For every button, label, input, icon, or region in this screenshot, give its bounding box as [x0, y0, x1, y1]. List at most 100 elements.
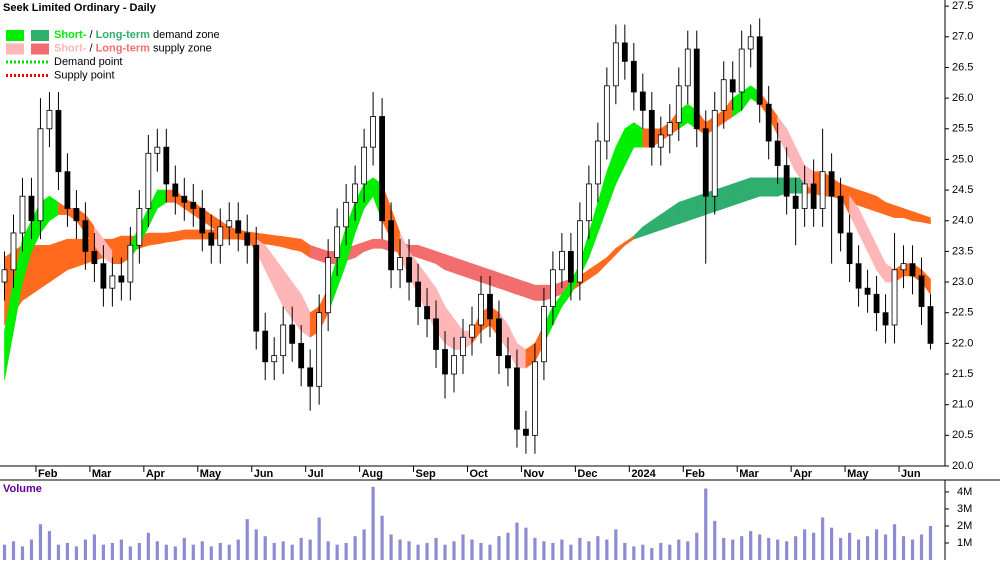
volume-bar: [254, 529, 258, 560]
volume-bar: [758, 534, 762, 560]
long-zone: [498, 272, 509, 292]
volume-bar: [74, 546, 79, 560]
long-zone: [489, 269, 500, 289]
legend-swatch: [31, 30, 49, 41]
volume-bar: [425, 542, 429, 560]
y-tick-label: 3M: [957, 503, 972, 515]
y-tick-label: 21.5: [952, 368, 973, 380]
long-zone: [31, 244, 41, 295]
candle-body: [855, 263, 862, 289]
y-tick-label: 23.5: [952, 245, 973, 257]
legend-text: Short-: [54, 42, 87, 54]
y-tick-label: 25.0: [952, 153, 973, 165]
long-zone: [58, 238, 68, 277]
long-zone: [885, 201, 895, 219]
volume-bar: [650, 548, 654, 560]
long-zone: [40, 244, 50, 289]
candle-body: [397, 257, 403, 271]
candle-body: [837, 195, 844, 234]
candle-body: [657, 134, 664, 148]
legend-label: Short- / Long-term supply zone: [54, 42, 212, 54]
candle-body: [594, 140, 601, 185]
volume-bar: [47, 531, 52, 560]
candle-body: [154, 146, 161, 154]
candle-body: [217, 226, 224, 246]
volume-bar: [560, 539, 564, 560]
candle-body: [693, 48, 700, 130]
candle-body: [451, 355, 457, 375]
volume-bar: [218, 542, 222, 560]
x-tick-label: Jun: [901, 468, 921, 480]
volume-bar: [335, 544, 339, 560]
volume-bar: [146, 532, 150, 560]
y-tick-label: 24.5: [952, 184, 973, 196]
volume-bar: [551, 542, 555, 560]
legend-text: demand zone: [150, 29, 220, 41]
candle-body: [343, 201, 350, 228]
volume-bar: [101, 544, 105, 560]
long-zone: [525, 281, 536, 301]
candle-body: [801, 183, 808, 209]
y-tick-label: 27.5: [952, 0, 973, 12]
volume-bar: [821, 517, 825, 560]
volume-bar: [632, 546, 636, 560]
volume-bar: [182, 537, 186, 560]
candle-body: [244, 232, 251, 246]
long-zone: [264, 233, 275, 246]
x-tick-label: Apr: [793, 468, 813, 480]
long-zone: [282, 236, 293, 250]
volume-bar: [883, 534, 888, 560]
volume-bar: [731, 539, 735, 560]
volume-bar: [713, 520, 717, 560]
candle-body: [711, 109, 718, 197]
candle-body: [280, 324, 287, 357]
volume-bar: [587, 541, 591, 560]
legend-text: /: [86, 29, 95, 41]
candle-body: [927, 306, 934, 344]
y-tick-label: 24.0: [952, 215, 973, 227]
volume-bar: [794, 536, 798, 560]
volume-bar: [578, 537, 582, 560]
legend-text: Long-term: [96, 42, 151, 54]
volume-bar: [227, 544, 231, 560]
long-zone: [534, 284, 545, 301]
candle-body: [550, 269, 556, 307]
volume-bar: [299, 537, 303, 560]
volume-bar: [488, 544, 492, 560]
volume-bar: [155, 541, 159, 560]
long-zone: [184, 229, 194, 240]
volume-bar: [919, 534, 924, 560]
x-tick-label: Oct: [470, 468, 489, 480]
volume-bar: [56, 544, 61, 560]
long-zone: [921, 214, 931, 225]
candle-body: [442, 349, 448, 375]
candle-body: [648, 109, 655, 148]
legend-text: supply zone: [150, 42, 212, 54]
volume-bar: [874, 529, 879, 560]
x-tick-label: Aug: [362, 468, 383, 480]
volume-bar: [398, 539, 402, 560]
volume-bar: [749, 531, 753, 560]
candle-body: [262, 330, 269, 363]
volume-bar: [281, 541, 285, 560]
long-zone: [148, 232, 158, 246]
chart-title: Seek Limited Ordinary - Daily: [3, 2, 157, 14]
candle-body: [91, 250, 98, 265]
volume-bar: [407, 541, 411, 560]
candle-body: [496, 318, 502, 357]
x-tick-label: Sep: [416, 468, 436, 480]
volume-bar: [803, 529, 807, 560]
candle-body: [783, 165, 790, 197]
volume-bar: [497, 536, 501, 560]
y-tick-label: 20.0: [952, 460, 973, 472]
candle-body: [747, 36, 754, 50]
candle-body: [523, 428, 529, 436]
candle-body: [388, 220, 394, 271]
volume-bar: [110, 542, 114, 560]
candle-body: [55, 109, 62, 173]
volume-bar: [380, 515, 384, 560]
x-tick-label: May: [200, 468, 222, 480]
x-tick-label: May: [847, 468, 869, 480]
long-zone: [678, 198, 689, 225]
